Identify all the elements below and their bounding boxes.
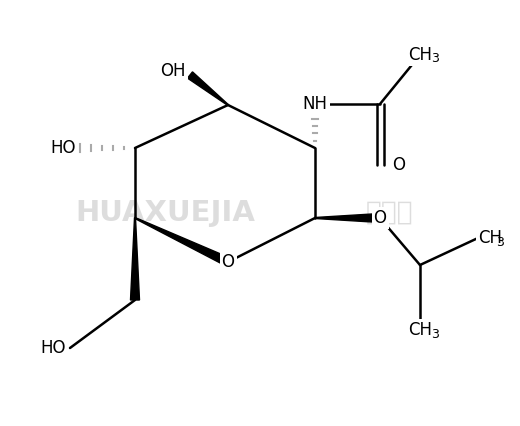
Text: 3: 3 xyxy=(431,328,439,340)
Polygon shape xyxy=(135,218,230,266)
Text: NH: NH xyxy=(303,95,328,113)
Polygon shape xyxy=(131,218,139,300)
Text: 化学加: 化学加 xyxy=(366,200,414,226)
Text: HO: HO xyxy=(50,139,76,157)
Polygon shape xyxy=(315,213,380,222)
Polygon shape xyxy=(188,72,228,105)
Text: O: O xyxy=(222,253,235,271)
Text: CH: CH xyxy=(478,229,502,247)
Text: HO: HO xyxy=(41,339,66,357)
Text: O: O xyxy=(392,156,405,174)
Text: 3: 3 xyxy=(431,52,439,66)
Text: O: O xyxy=(373,209,386,227)
Text: CH: CH xyxy=(408,46,432,64)
Text: OH: OH xyxy=(161,62,186,80)
Text: HUAXUEJIA: HUAXUEJIA xyxy=(75,199,255,227)
Text: CH: CH xyxy=(408,321,432,339)
Text: 3: 3 xyxy=(496,236,504,248)
